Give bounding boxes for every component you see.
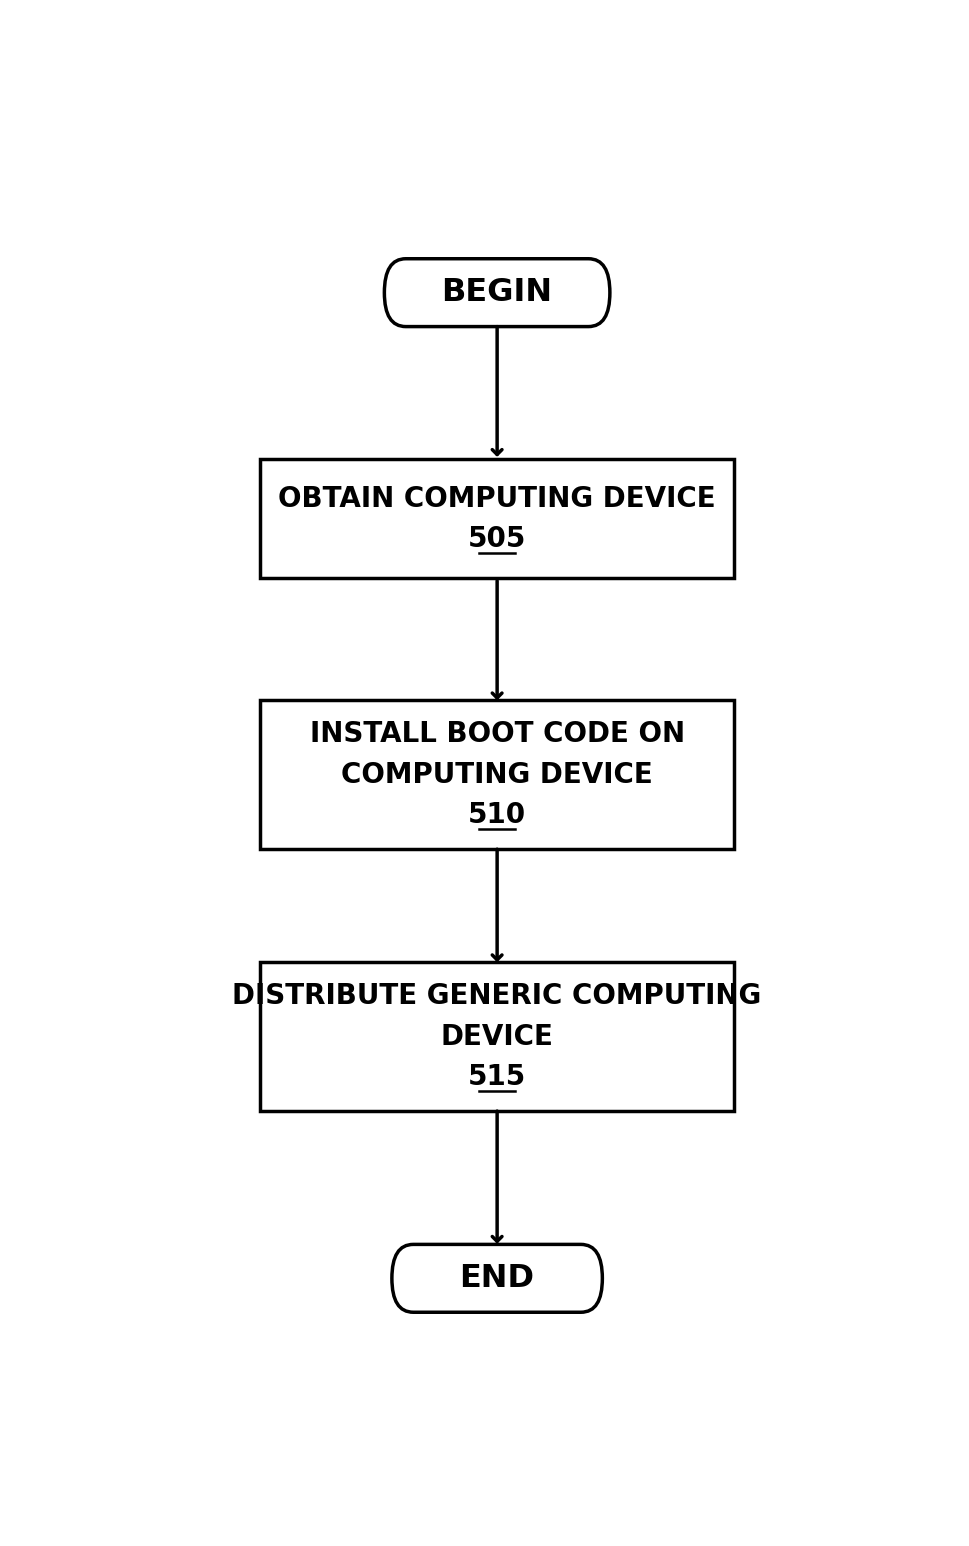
FancyBboxPatch shape	[260, 700, 734, 849]
Text: OBTAIN COMPUTING DEVICE: OBTAIN COMPUTING DEVICE	[278, 484, 715, 513]
Text: COMPUTING DEVICE: COMPUTING DEVICE	[341, 761, 652, 788]
Text: END: END	[459, 1263, 534, 1294]
FancyBboxPatch shape	[384, 258, 610, 326]
FancyBboxPatch shape	[260, 459, 734, 578]
Text: 510: 510	[468, 801, 525, 829]
Text: DISTRIBUTE GENERIC COMPUTING: DISTRIBUTE GENERIC COMPUTING	[233, 982, 761, 1010]
FancyBboxPatch shape	[391, 1245, 602, 1313]
Text: INSTALL BOOT CODE ON: INSTALL BOOT CODE ON	[309, 720, 684, 748]
FancyBboxPatch shape	[260, 962, 734, 1112]
Text: DEVICE: DEVICE	[440, 1022, 553, 1051]
Text: BEGIN: BEGIN	[441, 277, 552, 308]
Text: 505: 505	[467, 526, 526, 553]
Text: 515: 515	[467, 1064, 526, 1091]
